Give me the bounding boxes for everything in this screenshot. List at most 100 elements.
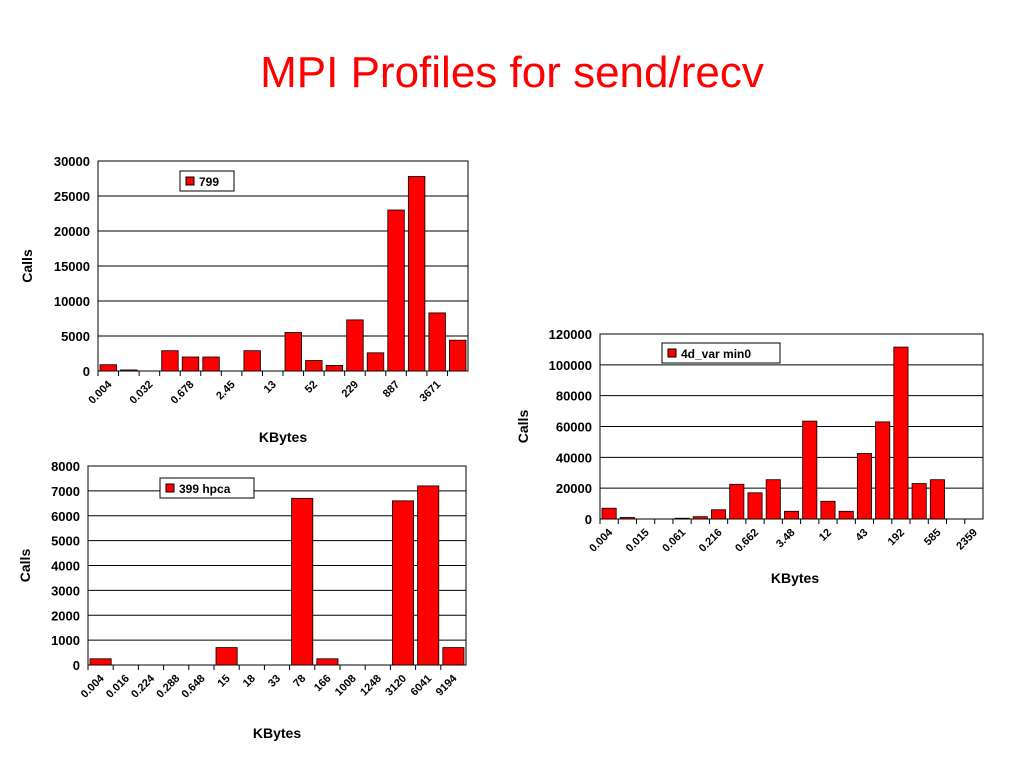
bar <box>366 352 385 372</box>
legend-swatch <box>165 483 175 493</box>
chart-1: 0 5000 10000 15000 20000 25000 30000 0.004 0.032… <box>19 154 469 445</box>
bar <box>619 517 635 520</box>
x-tick-label: 166 <box>312 673 333 694</box>
bar <box>838 510 854 520</box>
x-tick-label: 33 <box>266 673 283 690</box>
bar <box>346 319 364 372</box>
x-tick-label: 18 <box>241 673 258 690</box>
bar <box>692 516 708 520</box>
bar <box>99 364 117 372</box>
x-tick-label: 0.224 <box>129 672 158 701</box>
y-axis-label: Calls <box>515 410 531 444</box>
bar <box>428 312 446 372</box>
x-axis-label: KBytes <box>259 429 307 445</box>
x-tick-label: 0.678 <box>169 379 197 407</box>
bar <box>325 364 344 372</box>
legend <box>661 342 781 364</box>
x-tick-label: 0.061 <box>660 527 688 555</box>
x-tick-label: 43 <box>853 527 870 544</box>
chart-2: 0100020003000400050006000700080000.0040.… <box>17 459 467 741</box>
y-tick-label: 0 <box>73 658 80 673</box>
bar <box>89 658 112 666</box>
y-tick-label: 20000 <box>556 481 592 496</box>
x-tick-label: 3.48 <box>774 527 798 551</box>
bar <box>729 483 745 520</box>
x-tick-label: 0.288 <box>154 673 182 701</box>
x-axis-label: KBytes <box>771 570 819 586</box>
y-tick-label: 5000 <box>51 534 80 549</box>
bar <box>802 420 818 520</box>
bar <box>407 175 426 372</box>
legend <box>159 477 255 499</box>
x-tick-label: 887 <box>381 379 402 400</box>
x-tick-label: 13 <box>262 379 279 396</box>
bar <box>181 356 200 372</box>
y-tick-label: 60000 <box>556 420 592 435</box>
bar <box>120 369 138 372</box>
y-tick-label: 4000 <box>51 559 80 574</box>
chart-3: 0 20000 40000 60000 80000 100000 120000 0.004 0.… <box>515 327 984 586</box>
y-tick-label: 30000 <box>54 154 90 169</box>
y-tick-label: 5000 <box>61 329 90 344</box>
y-tick-label: 80000 <box>556 389 592 404</box>
legend-label: 399 hpca <box>179 482 231 496</box>
x-tick-label: 15 <box>216 673 233 690</box>
x-tick-label: 2359 <box>954 527 980 553</box>
x-tick-label: 0.648 <box>180 673 208 701</box>
x-tick-label: 0.004 <box>587 526 616 555</box>
x-tick-label: 0.016 <box>104 673 132 701</box>
bar <box>442 647 465 666</box>
y-tick-label: 120000 <box>549 327 592 342</box>
x-tick-label: 78 <box>291 673 308 690</box>
bar <box>305 360 323 372</box>
bar <box>893 346 909 520</box>
bar <box>856 453 872 520</box>
x-tick-label: 1248 <box>358 673 384 699</box>
y-axis-label: Calls <box>19 249 35 283</box>
bar <box>417 485 440 666</box>
legend-label: 4d_var min0 <box>681 347 751 361</box>
x-tick-label: 9194 <box>434 672 460 698</box>
bar <box>291 497 314 666</box>
y-axis-label: Calls <box>17 549 33 583</box>
x-tick-label: 0.032 <box>128 379 156 407</box>
bar <box>911 483 927 520</box>
bar <box>161 350 179 372</box>
y-tick-label: 100000 <box>549 358 592 373</box>
plot-frame <box>87 465 467 666</box>
bar <box>284 332 302 372</box>
legend-swatch <box>667 348 677 358</box>
y-tick-label: 6000 <box>51 509 80 524</box>
bar <box>820 500 836 520</box>
x-tick-label: 12 <box>817 527 834 544</box>
bar <box>202 356 220 372</box>
bar <box>316 658 339 666</box>
y-tick-label: 3000 <box>51 583 80 598</box>
y-tick-label: 2000 <box>51 608 80 623</box>
bar <box>215 647 238 666</box>
x-tick-label: 52 <box>303 379 320 396</box>
y-tick-label: 25000 <box>54 189 90 204</box>
y-tick-label: 15000 <box>54 259 90 274</box>
y-tick-label: 40000 <box>556 450 592 465</box>
slide-title: MPI Profiles for send/recv <box>260 48 764 97</box>
y-tick-label: 20000 <box>54 224 90 239</box>
bar <box>765 479 781 520</box>
bar <box>875 421 891 520</box>
y-tick-label: 0 <box>83 364 90 379</box>
y-tick-label: 0 <box>585 512 592 527</box>
bar <box>391 500 414 666</box>
x-tick-label: 2.45 <box>214 379 238 403</box>
bar <box>601 507 617 520</box>
x-tick-label: 0.015 <box>624 527 652 555</box>
x-tick-label: 1008 <box>333 673 359 699</box>
x-tick-label: 585 <box>922 527 943 548</box>
x-tick-label: 0.004 <box>79 672 108 701</box>
bar <box>747 492 763 520</box>
x-tick-label: 192 <box>886 527 907 548</box>
bar <box>711 509 727 520</box>
x-axis-label: KBytes <box>253 725 301 741</box>
bar <box>387 209 405 372</box>
x-tick-label: 0.216 <box>697 527 725 555</box>
